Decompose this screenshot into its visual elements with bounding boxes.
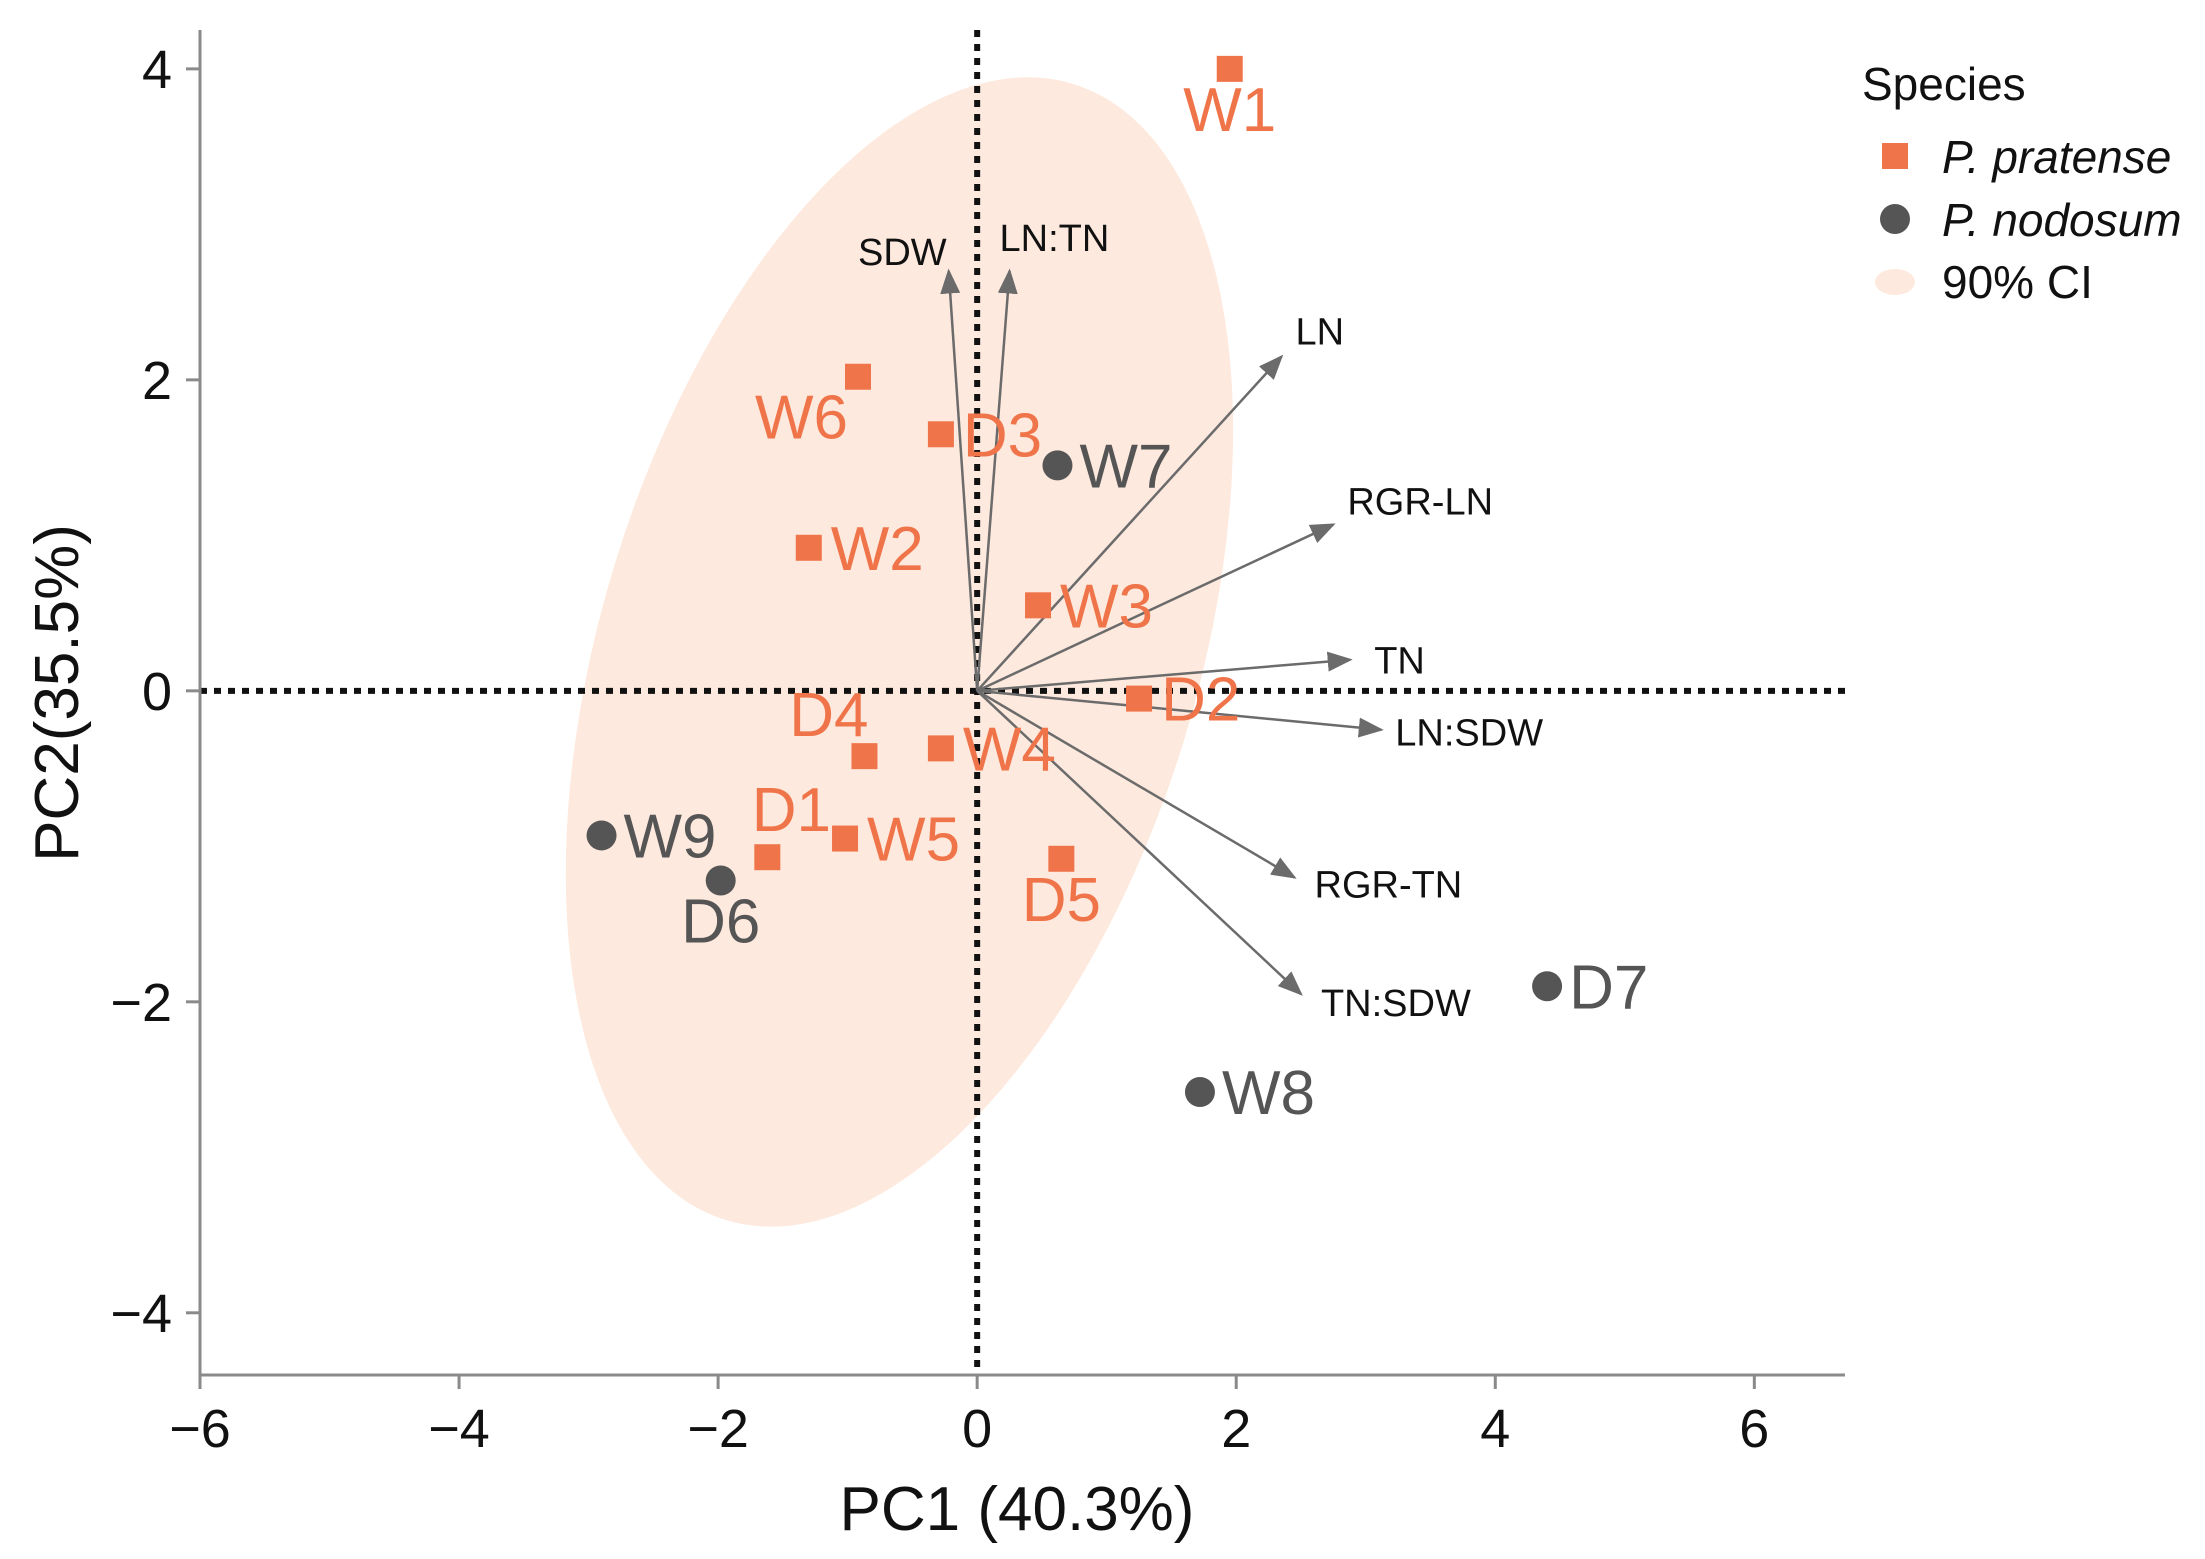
x-tick-label: 4	[1480, 1399, 1510, 1459]
loading-arrow	[976, 689, 1297, 879]
point-label: W3	[1060, 572, 1153, 641]
x-tick-label: −4	[428, 1399, 490, 1459]
legend-swatch-ci	[1875, 269, 1915, 295]
legend-title: Species	[1862, 58, 2026, 110]
loading-label: LN	[1296, 312, 1345, 354]
legend-swatch-pratense	[1882, 143, 1908, 169]
data-point-square	[1048, 845, 1075, 872]
ci-ellipse	[565, 77, 1234, 1227]
data-point-square	[795, 534, 822, 561]
point-label: W1	[1183, 76, 1276, 145]
point-label: D1	[752, 776, 831, 845]
point-label: D4	[789, 681, 868, 750]
data-point-square	[927, 735, 954, 762]
loading-arrow	[976, 354, 1284, 692]
point-label: D6	[681, 888, 760, 957]
data-point-circle	[705, 865, 736, 896]
point-label: W8	[1222, 1059, 1315, 1128]
data-point-square	[832, 825, 859, 852]
point-label: D2	[1161, 666, 1240, 735]
point-label: W6	[755, 384, 848, 453]
legend-swatch-nodosum	[1880, 204, 1910, 234]
legend-label-ci: 90% CI	[1942, 256, 2093, 308]
loading-arrow	[940, 268, 979, 691]
legend-label-pratense: P. pratense	[1942, 131, 2171, 183]
point-label: D7	[1569, 953, 1648, 1022]
x-tick-label: −6	[169, 1399, 231, 1459]
data-point-square	[851, 743, 878, 770]
data-point-square	[1126, 685, 1153, 712]
y-tick-label: 2	[142, 351, 172, 411]
y-tick-label: 0	[142, 662, 172, 722]
data-point-square	[754, 844, 781, 871]
loading-label: RGR-LN	[1347, 481, 1493, 523]
legend: Species P. pratense P. nodosum 90% CI	[1862, 58, 2182, 308]
loading-arrow	[977, 651, 1353, 693]
x-tick-label: −2	[687, 1399, 749, 1459]
data-point-circle	[1042, 450, 1073, 481]
point-label: W7	[1079, 432, 1172, 501]
loading-label: LN:SDW	[1395, 713, 1543, 755]
loading-arrow	[976, 689, 1303, 996]
data-point-circle	[1532, 971, 1563, 1002]
point-label: W2	[831, 515, 924, 584]
loading-label: SDW	[858, 232, 947, 274]
y-tick-label: 4	[142, 40, 172, 100]
loading-label: TN	[1374, 641, 1425, 683]
data-point-square	[927, 421, 954, 448]
x-tick-label: 6	[1739, 1399, 1769, 1459]
loading-label: LN:TN	[1000, 218, 1110, 260]
data-point-square	[1216, 55, 1243, 82]
point-label: W4	[963, 715, 1056, 784]
loading-arrow	[975, 268, 1018, 691]
loading-arrow	[976, 523, 1336, 692]
loading-label: TN:SDW	[1321, 983, 1471, 1025]
y-tick-label: −4	[110, 1284, 172, 1344]
loading-label: RGR-TN	[1315, 864, 1463, 906]
y-axis-title: PC2(35.5%)	[23, 524, 92, 862]
x-tick-label: 0	[962, 1399, 992, 1459]
data-point-circle	[586, 820, 617, 851]
x-axis-title: PC1 (40.3%)	[840, 1475, 1195, 1544]
legend-label-nodosum: P. nodosum	[1942, 194, 2182, 246]
data-point-circle	[1184, 1077, 1215, 1108]
loading-arrow	[977, 689, 1384, 738]
point-label: D5	[1022, 866, 1101, 935]
point-label: D3	[963, 401, 1042, 470]
x-tick-label: 2	[1221, 1399, 1251, 1459]
point-label: W9	[624, 802, 717, 871]
y-tick-label: −2	[110, 973, 172, 1033]
point-label: W5	[867, 806, 960, 875]
data-point-square	[1025, 592, 1052, 619]
data-point-square	[845, 363, 871, 390]
